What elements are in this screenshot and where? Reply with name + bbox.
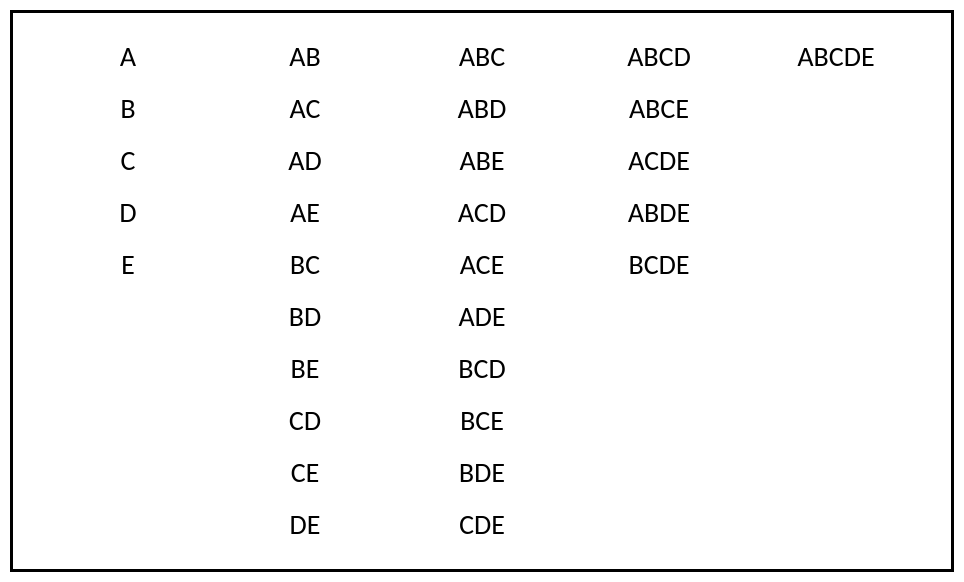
- cell: AC: [290, 83, 321, 135]
- column-1: A B C D E: [43, 31, 213, 551]
- cell: AB: [289, 31, 320, 83]
- cell: C: [121, 135, 136, 187]
- cell: ABD: [458, 83, 507, 135]
- cell: BCD: [458, 343, 505, 395]
- cell: BC: [290, 239, 320, 291]
- cell: AE: [290, 187, 320, 239]
- cell: BCE: [460, 395, 504, 447]
- column-5: ABCDE: [751, 31, 921, 551]
- cell: BCDE: [628, 239, 689, 291]
- cell: ABE: [459, 135, 504, 187]
- cell: ABCE: [629, 83, 689, 135]
- cell: AD: [288, 135, 321, 187]
- cell: BDE: [459, 447, 505, 499]
- cell: BD: [289, 291, 321, 343]
- cell: ADE: [458, 291, 505, 343]
- cell: D: [119, 187, 136, 239]
- cell: CDE: [459, 499, 505, 551]
- cell: E: [121, 239, 135, 291]
- cell: CE: [291, 447, 320, 499]
- cell: ABC: [459, 31, 505, 83]
- cell: A: [120, 31, 136, 83]
- column-2: AB AC AD AE BC BD BE CD CE DE: [220, 31, 390, 551]
- cell: DE: [290, 499, 321, 551]
- cell: ABCD: [627, 31, 691, 83]
- cell: ACDE: [628, 135, 690, 187]
- cell: ACD: [458, 187, 506, 239]
- cell: ABDE: [628, 187, 690, 239]
- cell: ACE: [460, 239, 505, 291]
- cell: B: [120, 83, 135, 135]
- column-4: ABCD ABCE ACDE ABDE BCDE: [574, 31, 744, 551]
- combinations-table: A B C D E AB AC AD AE BC BD BE CD CE DE …: [10, 10, 954, 572]
- cell: ABCDE: [797, 31, 874, 83]
- column-3: ABC ABD ABE ACD ACE ADE BCD BCE BDE CDE: [397, 31, 567, 551]
- cell: CD: [289, 395, 321, 447]
- cell: BE: [291, 343, 320, 395]
